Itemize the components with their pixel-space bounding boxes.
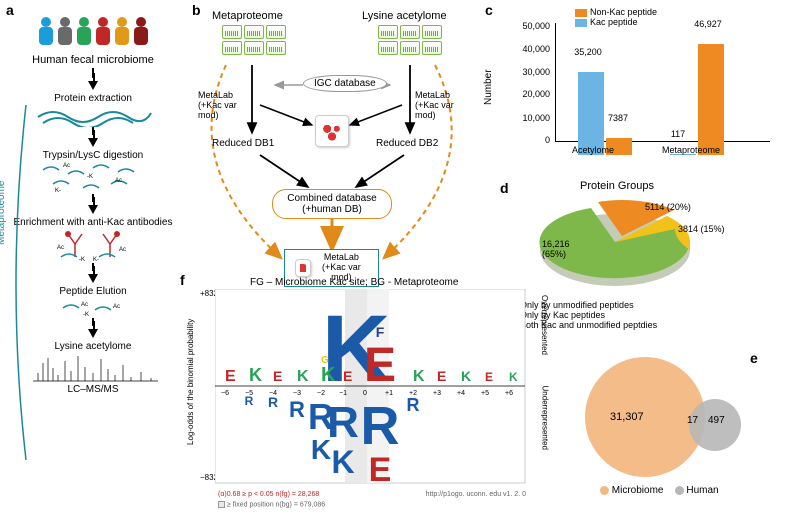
svg-text:E: E bbox=[225, 368, 236, 385]
igc-database: IGC database bbox=[303, 75, 387, 92]
reduced-db1: Reduced DB1 bbox=[212, 138, 274, 149]
svg-text:Ac: Ac bbox=[115, 178, 122, 184]
arrow-icon bbox=[88, 205, 98, 214]
panel-a-title: Human fecal microbiome bbox=[8, 54, 178, 66]
annot-right: http://p1ogo. uconn. edu v1. 2. 0 bbox=[416, 491, 526, 499]
flow-right-label: MetaLab(+Kac var mod) bbox=[415, 91, 470, 121]
arrow-icon bbox=[88, 81, 98, 90]
red-box-icon bbox=[315, 115, 349, 147]
arrow-icon bbox=[88, 329, 98, 338]
svg-text:Ac: Ac bbox=[113, 304, 120, 310]
svg-text:K: K bbox=[461, 368, 471, 384]
svg-text:−3: −3 bbox=[293, 390, 301, 397]
val-acet-orange: 7387 bbox=[598, 113, 638, 123]
venn-human-val: 497 bbox=[708, 415, 725, 426]
val-meta-blue: 117 bbox=[658, 129, 698, 139]
side-label-metaproteome: Metaproteome bbox=[0, 181, 7, 245]
pie-val-green: 16,216(65%) bbox=[542, 240, 570, 260]
panel-f-under: Underrepresented bbox=[540, 386, 549, 450]
venn-e bbox=[560, 355, 770, 490]
step-protein-extraction: Protein extraction bbox=[8, 93, 178, 104]
people-icons bbox=[33, 15, 153, 50]
panel-f-over: Overrepresented bbox=[540, 295, 549, 355]
legend-e-microbiome: Microbiome bbox=[612, 485, 664, 496]
arrow-icon bbox=[88, 138, 98, 147]
panel-e: 31,307 17 497 Microbiome Human bbox=[560, 355, 770, 515]
panel-b: Metaproteome Lysine acetylome IGC databa… bbox=[190, 5, 470, 255]
flow-left-label: MetaLab(+Kac var mod) bbox=[198, 91, 253, 121]
xlabel-acetylome: Acetylome bbox=[572, 145, 614, 155]
protein-squiggle bbox=[33, 105, 153, 127]
svg-text:F: F bbox=[376, 324, 385, 340]
panel-f-ylabel: Log-odds of the binomial probability bbox=[186, 319, 195, 445]
bar-chart-c: 0 10,000 20,000 30,000 40,000 50,000 35,… bbox=[510, 23, 780, 173]
svg-text:R: R bbox=[245, 394, 254, 408]
svg-text:R: R bbox=[289, 397, 305, 422]
svg-text:K: K bbox=[413, 368, 425, 385]
annot-left2: ≥ fixed position n(bg) = 679,086 bbox=[218, 501, 325, 508]
pie-val-yellow: 3814 (15%) bbox=[678, 224, 725, 234]
svg-text:Ac: Ac bbox=[119, 247, 126, 253]
svg-text:Ac: Ac bbox=[63, 163, 70, 169]
venn-intersection-val: 17 bbox=[687, 415, 698, 426]
logo-plot: −6−5−4 −3−2−1 0+1+2 +3+4+5 +6 K E K E K … bbox=[215, 289, 535, 489]
pie-val-orange: 5114 (20%) bbox=[645, 202, 691, 212]
peptide-fragments: Ac Ac -K K- bbox=[33, 162, 153, 194]
svg-text:+6: +6 bbox=[505, 390, 513, 397]
panel-b-right-title: Lysine acetylome bbox=[362, 10, 447, 22]
svg-text:-K: -K bbox=[87, 174, 93, 180]
val-acet-blue: 35,200 bbox=[568, 47, 608, 57]
svg-text:E: E bbox=[343, 368, 352, 384]
svg-text:E: E bbox=[273, 368, 282, 384]
svg-text:G: G bbox=[321, 355, 329, 366]
panel-f-title: FG – Microbiome Kac site; BG - Metaprote… bbox=[250, 277, 458, 288]
svg-text:K: K bbox=[331, 444, 354, 480]
svg-text:Ac: Ac bbox=[81, 302, 88, 308]
svg-text:E: E bbox=[364, 339, 396, 392]
ylabel-c: Number bbox=[483, 69, 494, 105]
svg-text:R: R bbox=[327, 398, 359, 447]
arrow-icon bbox=[88, 274, 98, 283]
svg-text:−6: −6 bbox=[221, 390, 229, 397]
panel-d-title: Protein Groups bbox=[580, 180, 654, 192]
combined-db: Combined database(+human DB) bbox=[272, 189, 392, 219]
xlabel-metaproteome: Metaproteome bbox=[662, 145, 720, 155]
eluted-peptides: Ac -K Ac bbox=[33, 298, 153, 318]
svg-text:K: K bbox=[249, 365, 262, 385]
antibody-enrich: Ac -K Ac K- bbox=[33, 229, 153, 263]
val-meta-orange: 46,927 bbox=[688, 19, 728, 29]
legend-e: Microbiome Human bbox=[600, 485, 719, 496]
panel-c: Non-Kac peptide Kac peptide Number 0 10,… bbox=[485, 5, 775, 180]
venn-microbiome-val: 31,307 bbox=[610, 411, 644, 423]
legend-nonkac: Non-Kac peptide bbox=[590, 7, 657, 17]
svg-text:K: K bbox=[297, 368, 309, 385]
svg-text:K: K bbox=[509, 370, 518, 384]
svg-text:R: R bbox=[361, 396, 400, 456]
svg-text:+4: +4 bbox=[457, 390, 465, 397]
legend-e-human: Human bbox=[686, 485, 718, 496]
panel-a: Human fecal microbiome Protein extractio… bbox=[8, 5, 178, 515]
side-curve bbox=[4, 105, 34, 465]
chipset-right bbox=[376, 25, 444, 55]
svg-text:E: E bbox=[485, 370, 493, 384]
bar-meta-orange bbox=[698, 44, 724, 155]
svg-text:+5: +5 bbox=[481, 390, 489, 397]
svg-text:-K: -K bbox=[83, 312, 89, 318]
people-row bbox=[8, 15, 178, 53]
svg-text:Ac: Ac bbox=[57, 245, 64, 251]
svg-text:E: E bbox=[437, 368, 446, 384]
svg-text:R: R bbox=[407, 395, 420, 415]
svg-text:K: K bbox=[321, 364, 336, 386]
reduced-db2: Reduced DB2 bbox=[376, 138, 438, 149]
panel-f: FG – Microbiome Kac site; BG - Metaprote… bbox=[180, 275, 545, 515]
svg-text:E: E bbox=[369, 451, 392, 489]
panel-b-left-title: Metaproteome bbox=[212, 10, 283, 22]
spectrum-icon bbox=[23, 353, 163, 383]
chipset-left bbox=[220, 25, 288, 55]
svg-text:R: R bbox=[268, 394, 278, 410]
svg-text:K-: K- bbox=[55, 188, 61, 194]
annot-left1: (α)0.68 ≥ p < 0.05 n(fg) = 28,268 bbox=[218, 491, 319, 498]
svg-text:+3: +3 bbox=[433, 390, 441, 397]
svg-text:-K: -K bbox=[79, 257, 85, 263]
